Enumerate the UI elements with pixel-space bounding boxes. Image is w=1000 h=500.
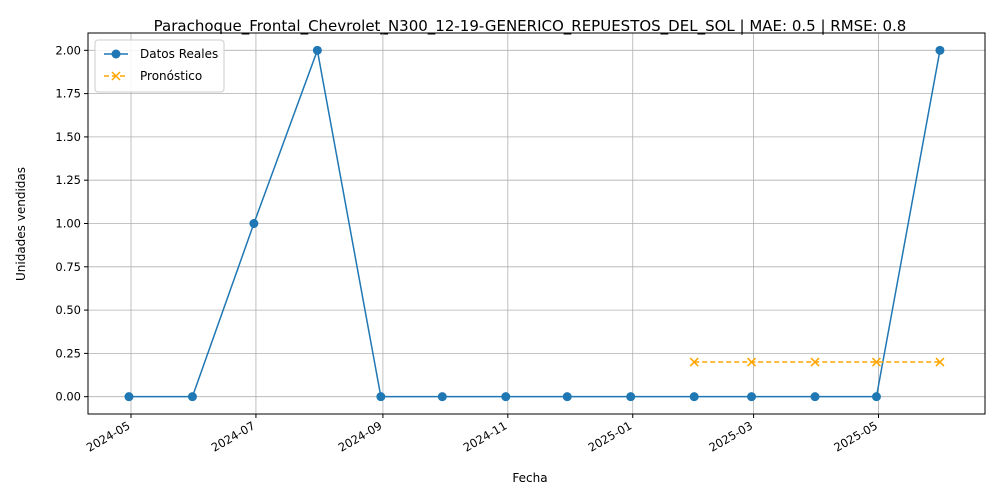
legend-label-pronostico: Pronóstico <box>140 69 202 83</box>
legend-marker-datos-reales <box>111 49 121 59</box>
y-tick-label: 0.25 <box>55 346 81 360</box>
x-tick-label: 2024-05 <box>84 418 133 454</box>
data-point-datos-reales <box>935 45 945 55</box>
y-axis: 0.00 0.25 0.50 0.75 1.00 1.25 1.50 1.75 2.00 <box>55 43 88 404</box>
x-tick-label: 2025-05 <box>831 418 880 454</box>
y-tick-label: 0.75 <box>55 260 81 274</box>
y-tick-label: 1.75 <box>55 87 81 101</box>
legend-frame <box>94 39 225 93</box>
legend: Datos Reales Pronóstico <box>94 39 225 93</box>
data-point-datos-reales <box>312 45 322 55</box>
data-point-pronostico <box>935 357 945 367</box>
x-axis-label: Fecha <box>512 471 547 485</box>
x-tick-label: 2024-09 <box>336 418 385 454</box>
data-point-datos-reales <box>187 392 197 402</box>
data-point-datos-reales <box>249 219 259 228</box>
x-tick-label: 2025-03 <box>706 418 755 454</box>
data-point-datos-reales <box>501 392 511 402</box>
data-point-pronostico <box>810 357 820 367</box>
x-tick-label: 2025-01 <box>586 418 635 454</box>
legend-label-datos-reales: Datos Reales <box>140 47 218 61</box>
data-point-datos-reales <box>437 392 447 402</box>
y-tick-label: 1.00 <box>55 217 81 231</box>
grid <box>88 33 985 414</box>
y-tick-label: 1.50 <box>55 130 81 144</box>
y-tick-label: 0.50 <box>55 303 81 317</box>
data-point-datos-reales <box>747 392 757 402</box>
data-point-datos-reales <box>562 392 572 402</box>
data-point-pronostico <box>871 357 881 367</box>
data-point-datos-reales <box>871 392 881 402</box>
x-axis: 2024-05 2024-07 2024-09 2024-11 2025-01 2025-… <box>84 414 880 455</box>
series-line-datos-reales <box>128 47 941 398</box>
data-point-datos-reales <box>376 392 386 402</box>
y-axis-label: Unidades vendidas <box>14 167 28 281</box>
series-group <box>124 45 945 402</box>
data-point-pronostico <box>747 357 757 367</box>
y-tick-label: 2.00 <box>55 43 81 57</box>
legend-marker-pronostico <box>111 71 121 81</box>
data-point-pronostico <box>689 357 699 367</box>
y-tick-label: 1.25 <box>55 173 81 187</box>
data-point-datos-reales <box>689 392 699 402</box>
x-tick-label: 2024-11 <box>461 418 510 454</box>
chart-title: Parachoque_Frontal_Chevrolet_N300_12-19-… <box>154 17 907 36</box>
y-tick-label: 0.00 <box>55 390 81 404</box>
x-tick-label: 2024-07 <box>209 418 258 454</box>
data-point-datos-reales <box>124 392 134 402</box>
data-point-datos-reales <box>810 392 820 402</box>
data-point-datos-reales <box>626 392 636 402</box>
